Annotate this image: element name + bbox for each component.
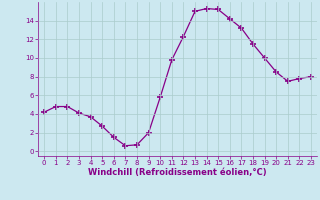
X-axis label: Windchill (Refroidissement éolien,°C): Windchill (Refroidissement éolien,°C) — [88, 168, 267, 177]
